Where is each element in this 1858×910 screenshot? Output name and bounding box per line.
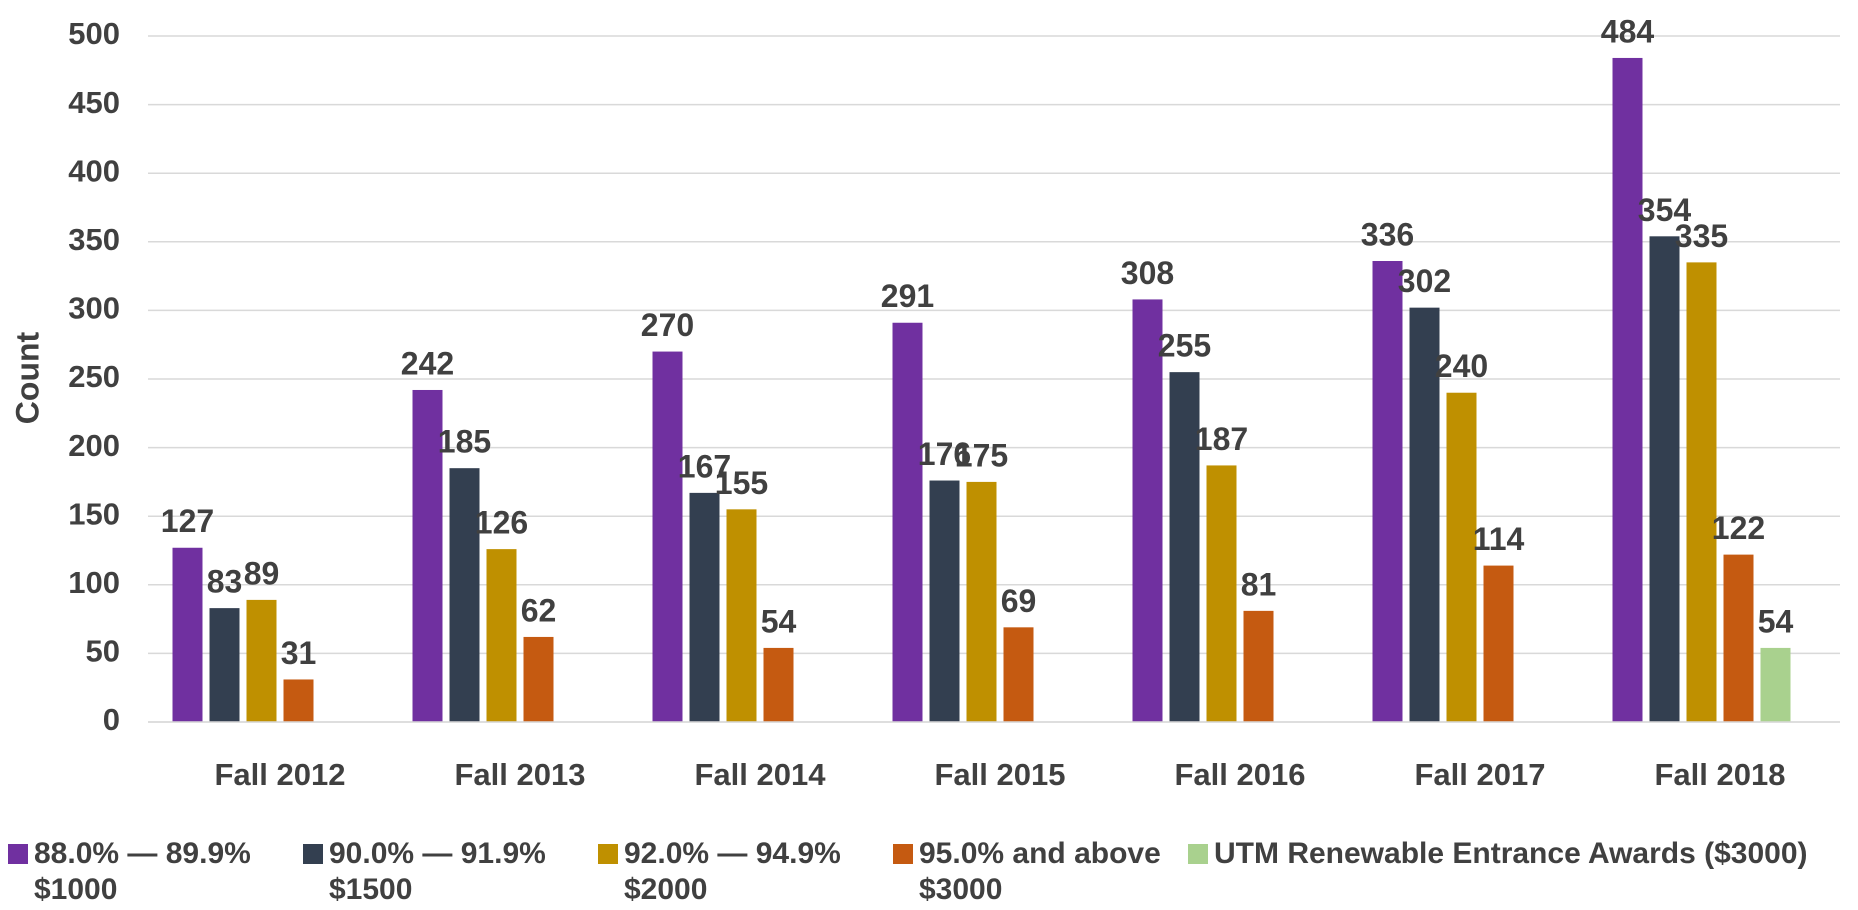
bar xyxy=(1372,261,1403,722)
data-label: 81 xyxy=(1241,566,1277,602)
y-tick-label: 250 xyxy=(68,359,120,394)
y-tick-label: 450 xyxy=(68,85,120,120)
data-label: 270 xyxy=(641,307,694,343)
y-tick-label: 200 xyxy=(68,428,120,463)
legend-swatch xyxy=(598,844,618,864)
legend-label: 90.0% — 91.9% $1500 xyxy=(329,837,546,906)
bar xyxy=(523,636,554,722)
data-label: 291 xyxy=(881,278,934,314)
data-label: 240 xyxy=(1435,348,1488,384)
data-label: 242 xyxy=(401,345,454,381)
legend-label: 92.0% — 94.9% $2000 xyxy=(624,837,841,906)
legend-item: 92.0% — 94.9% $2000 xyxy=(598,836,893,908)
bar xyxy=(1169,372,1200,722)
chart: Count 0 50 100 150 200 250 300 350 400 450 500 Fall… xyxy=(9,13,1840,792)
bar xyxy=(486,549,517,722)
bar xyxy=(1760,647,1791,722)
legend-item: 90.0% — 91.9% $1500 xyxy=(303,836,598,908)
data-label: 83 xyxy=(207,564,243,600)
legend: 88.0% — 89.9% $1000 90.0% — 91.9% $1500 92… xyxy=(8,836,1808,908)
data-label: 167 xyxy=(678,448,731,484)
data-label: 127 xyxy=(161,503,214,539)
bar xyxy=(929,480,960,722)
bar xyxy=(172,547,203,722)
data-label: 54 xyxy=(1758,603,1794,639)
bar xyxy=(1409,307,1440,722)
bar xyxy=(1206,465,1237,722)
bar xyxy=(1132,299,1163,722)
data-label: 335 xyxy=(1675,218,1728,254)
bar xyxy=(246,599,277,722)
data-label: 302 xyxy=(1398,263,1451,299)
bar xyxy=(726,509,757,722)
bar xyxy=(412,389,443,722)
data-label: 89 xyxy=(244,555,280,591)
legend-label: 88.0% — 89.9% $1000 xyxy=(34,837,251,906)
bar xyxy=(449,468,480,722)
x-tick-label: Fall 2016 xyxy=(1175,757,1306,792)
bar xyxy=(1612,57,1643,722)
data-label: 155 xyxy=(715,465,768,501)
bar xyxy=(1003,627,1034,722)
legend-label: 95.0% and above $3000 xyxy=(919,837,1161,906)
legend-label: UTM Renewable Entrance Awards ($3000) xyxy=(1214,837,1808,870)
legend-swatch xyxy=(893,844,913,864)
y-axis-title: Count xyxy=(9,331,45,424)
bar xyxy=(1723,554,1754,722)
data-label: 354 xyxy=(1638,192,1692,228)
x-tick-label: Fall 2015 xyxy=(935,757,1066,792)
bar xyxy=(1483,565,1514,722)
bar xyxy=(1446,392,1477,722)
y-tick-label: 150 xyxy=(68,496,120,531)
data-label: 175 xyxy=(955,437,1008,473)
y-tick-label: 50 xyxy=(86,634,120,669)
data-label: 62 xyxy=(521,592,557,628)
data-label: 126 xyxy=(475,505,528,541)
legend-item: UTM Renewable Entrance Awards ($3000) xyxy=(1188,836,1808,908)
bar xyxy=(966,481,997,722)
bar xyxy=(1243,610,1274,722)
bar xyxy=(652,351,683,722)
data-label: 114 xyxy=(1473,521,1525,557)
data-label: 255 xyxy=(1158,328,1211,364)
data-label: 336 xyxy=(1361,216,1414,252)
bar xyxy=(892,322,923,722)
y-tick-label: 300 xyxy=(68,291,120,326)
data-label: 122 xyxy=(1712,510,1765,546)
data-label: 176 xyxy=(918,436,971,472)
x-tick-label: Fall 2018 xyxy=(1655,757,1786,792)
legend-item: 95.0% and above $3000 xyxy=(893,836,1188,908)
data-label: 308 xyxy=(1121,255,1174,291)
bar xyxy=(209,608,240,722)
legend-swatch xyxy=(1188,844,1208,864)
bar xyxy=(689,492,720,722)
legend-item: 88.0% — 89.9% $1000 xyxy=(8,836,303,908)
bar xyxy=(763,647,794,722)
data-label: 484 xyxy=(1601,13,1655,49)
data-label: 54 xyxy=(761,603,797,639)
x-tick-label: Fall 2014 xyxy=(695,757,827,792)
data-label: 31 xyxy=(281,635,317,671)
data-label: 187 xyxy=(1195,421,1248,457)
bar xyxy=(1649,236,1680,722)
y-tick-label: 0 xyxy=(103,702,120,737)
bar xyxy=(283,679,314,722)
y-tick-label: 500 xyxy=(68,16,120,51)
y-tick-label: 100 xyxy=(68,565,120,600)
data-label: 69 xyxy=(1001,583,1037,619)
legend-swatch xyxy=(8,844,28,864)
y-tick-label: 350 xyxy=(68,222,120,257)
data-label: 185 xyxy=(438,424,491,460)
x-tick-label: Fall 2017 xyxy=(1415,757,1546,792)
bar xyxy=(1686,262,1717,722)
legend-swatch xyxy=(303,844,323,864)
y-tick-label: 400 xyxy=(68,153,120,188)
x-tick-label: Fall 2012 xyxy=(215,757,346,792)
x-tick-label: Fall 2013 xyxy=(455,757,586,792)
